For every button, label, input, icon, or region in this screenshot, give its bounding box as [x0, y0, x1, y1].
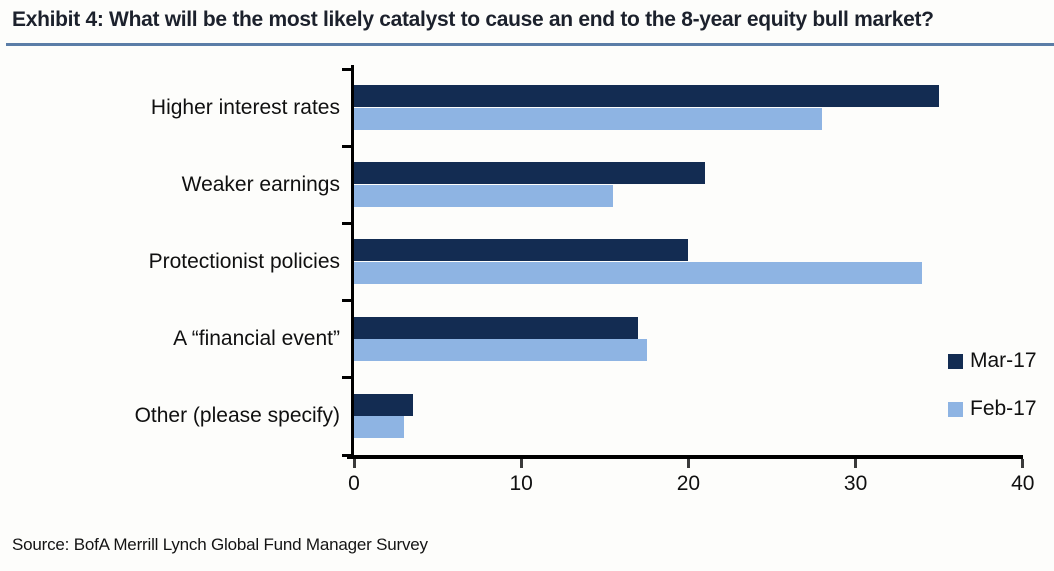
bar-feb-17 — [354, 261, 923, 284]
bar-feb-17 — [354, 107, 823, 130]
legend: Mar-17 Feb-17 — [948, 349, 1037, 445]
x-axis-tick — [1021, 459, 1025, 468]
y-axis-tick — [342, 67, 354, 71]
legend-swatch-feb-17 — [948, 401, 963, 417]
x-axis-tick — [686, 459, 690, 468]
y-axis-tick — [342, 144, 354, 148]
bar-feb-17 — [354, 184, 614, 207]
category-label: Weaker earnings — [181, 172, 340, 196]
bar-mar-17 — [354, 316, 639, 339]
exhibit-title: Exhibit 4: What will be the most likely … — [12, 8, 934, 31]
category-label: Higher interest rates — [150, 95, 340, 119]
legend-label: Mar-17 — [970, 349, 1037, 372]
x-axis-tick — [352, 459, 356, 468]
y-axis-tick — [342, 376, 354, 380]
x-tick-label: 30 — [843, 472, 868, 495]
legend-label: Feb-17 — [970, 397, 1037, 420]
legend-swatch-mar-17 — [948, 353, 963, 369]
title-underline-rule — [6, 43, 1054, 46]
x-tick-label: 0 — [348, 472, 360, 495]
legend-item-mar-17: Mar-17 — [948, 349, 1037, 373]
bar-feb-17 — [354, 339, 647, 362]
category-label: A “financial event” — [173, 327, 340, 351]
bar-feb-17 — [354, 416, 405, 439]
x-tick-label: 40 — [1011, 472, 1035, 495]
category-label: Other (please specify) — [134, 404, 340, 428]
x-axis-tick — [854, 459, 858, 468]
category-label: Protectionist policies — [148, 250, 340, 273]
bar-mar-17 — [354, 162, 706, 185]
x-axis-tick — [519, 459, 523, 468]
bar-mar-17 — [354, 239, 689, 262]
y-axis-line — [351, 65, 354, 459]
x-axis-line — [347, 455, 1023, 459]
x-tick-label: 10 — [509, 472, 533, 495]
bar-mar-17 — [354, 393, 413, 416]
bar-mar-17 — [354, 85, 940, 107]
source-note: Source: BofA Merrill Lynch Global Fund M… — [12, 535, 428, 554]
y-axis-tick — [342, 221, 354, 225]
y-axis-tick — [342, 453, 354, 457]
legend-item-feb-17: Feb-17 — [948, 397, 1037, 421]
y-axis-tick — [342, 299, 354, 303]
x-tick-label: 20 — [676, 472, 701, 495]
